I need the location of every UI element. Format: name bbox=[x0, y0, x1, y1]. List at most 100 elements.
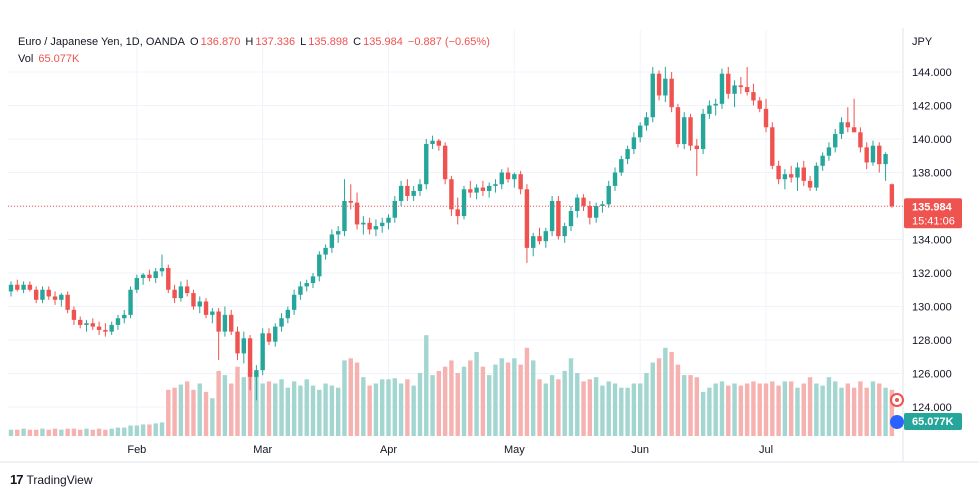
volume-bar bbox=[235, 366, 240, 436]
candle-body bbox=[644, 117, 649, 126]
volume-bar bbox=[468, 360, 473, 436]
volume-bar bbox=[663, 347, 668, 436]
volume-bar bbox=[449, 360, 454, 436]
candle-body bbox=[197, 301, 202, 307]
volume-bar bbox=[732, 383, 737, 436]
volume-bar bbox=[770, 381, 775, 436]
volume-bar bbox=[858, 381, 863, 436]
volume-bar bbox=[71, 428, 77, 436]
volume-bar bbox=[27, 429, 33, 436]
candle-body bbox=[738, 85, 744, 88]
volume-bar bbox=[625, 387, 630, 436]
volume-bar bbox=[115, 427, 121, 436]
candle-body bbox=[851, 127, 857, 133]
volume-bar bbox=[556, 379, 561, 436]
volume-bar bbox=[159, 422, 165, 436]
volume-bar bbox=[247, 368, 253, 436]
candle-body bbox=[235, 331, 240, 354]
volume-bar bbox=[713, 383, 718, 436]
volume-bar bbox=[619, 387, 624, 436]
volume-bar bbox=[877, 383, 882, 436]
volume-bar bbox=[291, 381, 297, 436]
volume-bar bbox=[839, 387, 844, 436]
candle-body bbox=[84, 323, 89, 325]
volume-bar bbox=[59, 429, 64, 436]
volume-bar bbox=[776, 385, 781, 436]
volume-bar bbox=[392, 378, 398, 436]
x-tick-label: Mar bbox=[253, 444, 272, 456]
volume-bar bbox=[650, 362, 655, 436]
volume-bar bbox=[411, 385, 416, 436]
volume-bar bbox=[266, 381, 272, 436]
countdown-label: 15:41:06 bbox=[912, 215, 955, 227]
volume-tag-label: 65.077K bbox=[912, 416, 954, 428]
volume-bar bbox=[285, 387, 291, 436]
tradingview-brand[interactable]: 17 TradingView bbox=[10, 472, 93, 487]
symbol-title[interactable]: Euro / Japanese Yen, 1D, OANDA bbox=[18, 36, 185, 48]
open-label: O bbox=[190, 36, 199, 48]
close-value: 135.984 bbox=[363, 36, 403, 48]
volume-bar bbox=[524, 347, 530, 436]
volume-bar bbox=[442, 366, 448, 436]
low-value: 135.898 bbox=[308, 36, 349, 48]
candle-body bbox=[348, 200, 353, 203]
candle-body bbox=[593, 206, 599, 218]
candle-body bbox=[59, 294, 64, 300]
candle-body bbox=[562, 226, 567, 237]
x-tick-label: Feb bbox=[127, 444, 146, 456]
candle-body bbox=[770, 127, 775, 166]
candle-body bbox=[455, 209, 460, 217]
candle-body bbox=[625, 149, 630, 160]
volume-bar bbox=[254, 375, 259, 436]
candle-body bbox=[122, 314, 127, 319]
volume-bar bbox=[52, 428, 58, 436]
y-tick-label: 140.000 bbox=[912, 134, 952, 146]
volume-bar bbox=[241, 377, 246, 436]
candle-body bbox=[512, 174, 517, 180]
volume-bar bbox=[96, 428, 102, 436]
grid bbox=[8, 30, 902, 436]
volume-bar bbox=[210, 398, 215, 436]
volume-bar bbox=[606, 381, 611, 436]
vol-label[interactable]: Vol bbox=[18, 53, 34, 65]
volume-bar bbox=[833, 381, 838, 436]
candle-body bbox=[361, 222, 366, 225]
volume-bar bbox=[801, 383, 806, 436]
last-price-label: 135.984 bbox=[912, 201, 953, 213]
volume-bar bbox=[763, 383, 769, 436]
y-tick-label: 142.000 bbox=[912, 101, 952, 113]
y-tick-label: 124.000 bbox=[912, 402, 952, 414]
volume-bar bbox=[669, 352, 674, 436]
volume-bar bbox=[581, 381, 586, 436]
candle-body bbox=[65, 294, 70, 310]
candle-body bbox=[317, 254, 322, 277]
volume-bar bbox=[197, 383, 202, 436]
brand-name: TradingView bbox=[26, 472, 93, 487]
volume-bar bbox=[329, 385, 335, 436]
candle-body bbox=[46, 289, 51, 297]
volume-bar bbox=[795, 387, 800, 436]
candle-body bbox=[675, 107, 681, 145]
candle-body bbox=[222, 314, 228, 332]
candle-body bbox=[719, 73, 725, 104]
volume-bar bbox=[744, 383, 750, 436]
candle-body bbox=[461, 189, 467, 217]
candle-body bbox=[782, 174, 788, 180]
volume-bar bbox=[335, 387, 341, 436]
high-label: H bbox=[245, 36, 254, 48]
volume-bar bbox=[531, 360, 536, 436]
candle-body bbox=[839, 122, 844, 134]
candle-body bbox=[669, 78, 674, 108]
candle-body bbox=[612, 172, 618, 186]
y-tick-label: 130.000 bbox=[912, 302, 952, 314]
candle-body bbox=[398, 185, 404, 201]
candle-body bbox=[776, 165, 781, 180]
volume-bar bbox=[820, 385, 825, 436]
candle-body bbox=[788, 174, 794, 178]
candle-body bbox=[229, 314, 234, 332]
volume-bar bbox=[600, 385, 605, 436]
volume-bar bbox=[782, 381, 788, 436]
volume-bar bbox=[612, 383, 618, 436]
